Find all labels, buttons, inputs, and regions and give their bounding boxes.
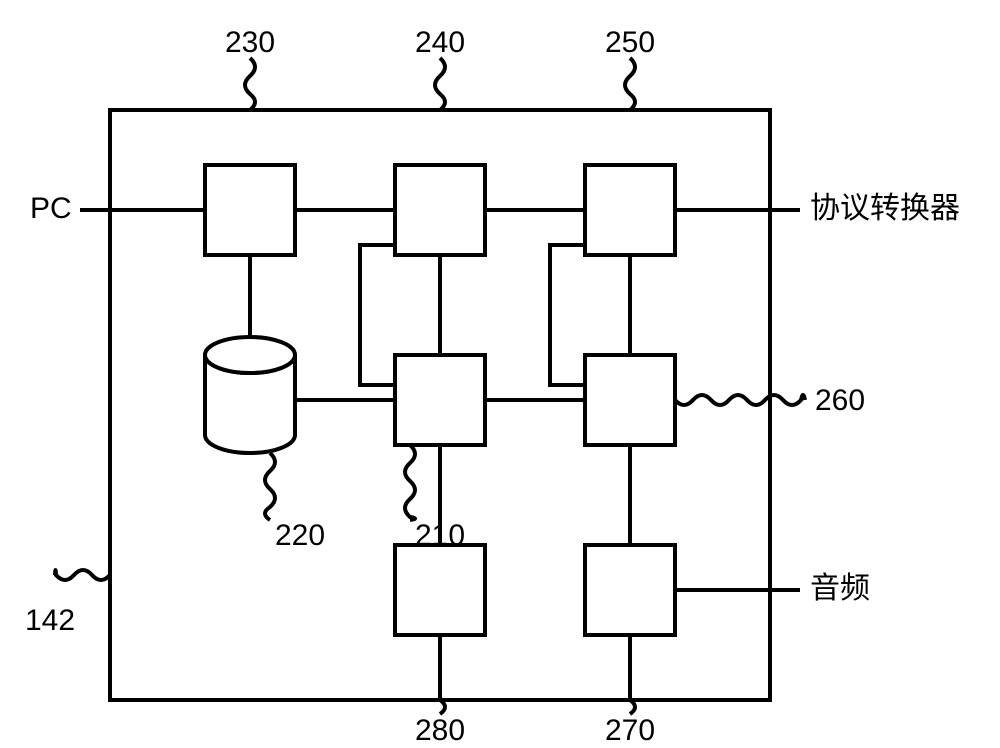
ref-142: 142 [25,604,75,637]
label-audio: 音频 [810,572,870,605]
ref-260: 260 [815,384,865,417]
ref-270: 270 [605,714,655,747]
ref-220: 220 [275,519,325,552]
node-n250 [585,165,675,255]
ref-250: 250 [605,26,655,59]
ref-210: 210 [415,519,465,552]
patch [230,55,270,105]
ref-230: 230 [225,26,275,59]
node-n230 [205,165,295,255]
ref-240: 240 [415,26,465,59]
node-n280 [395,545,485,635]
node-n240 [395,165,485,255]
node-n210 [395,355,485,445]
ref-280: 280 [415,714,465,747]
label-pc: PC [30,192,72,225]
diagram-canvas: PC 协议转换器音频 230 240 250 260 220 210 142 280 270 [0,0,1000,748]
node-n270 [585,545,675,635]
node-n260 [585,355,675,445]
label-protocol: 协议转换器 [810,192,960,225]
bg [0,0,1000,748]
cylinder-top [205,337,295,373]
